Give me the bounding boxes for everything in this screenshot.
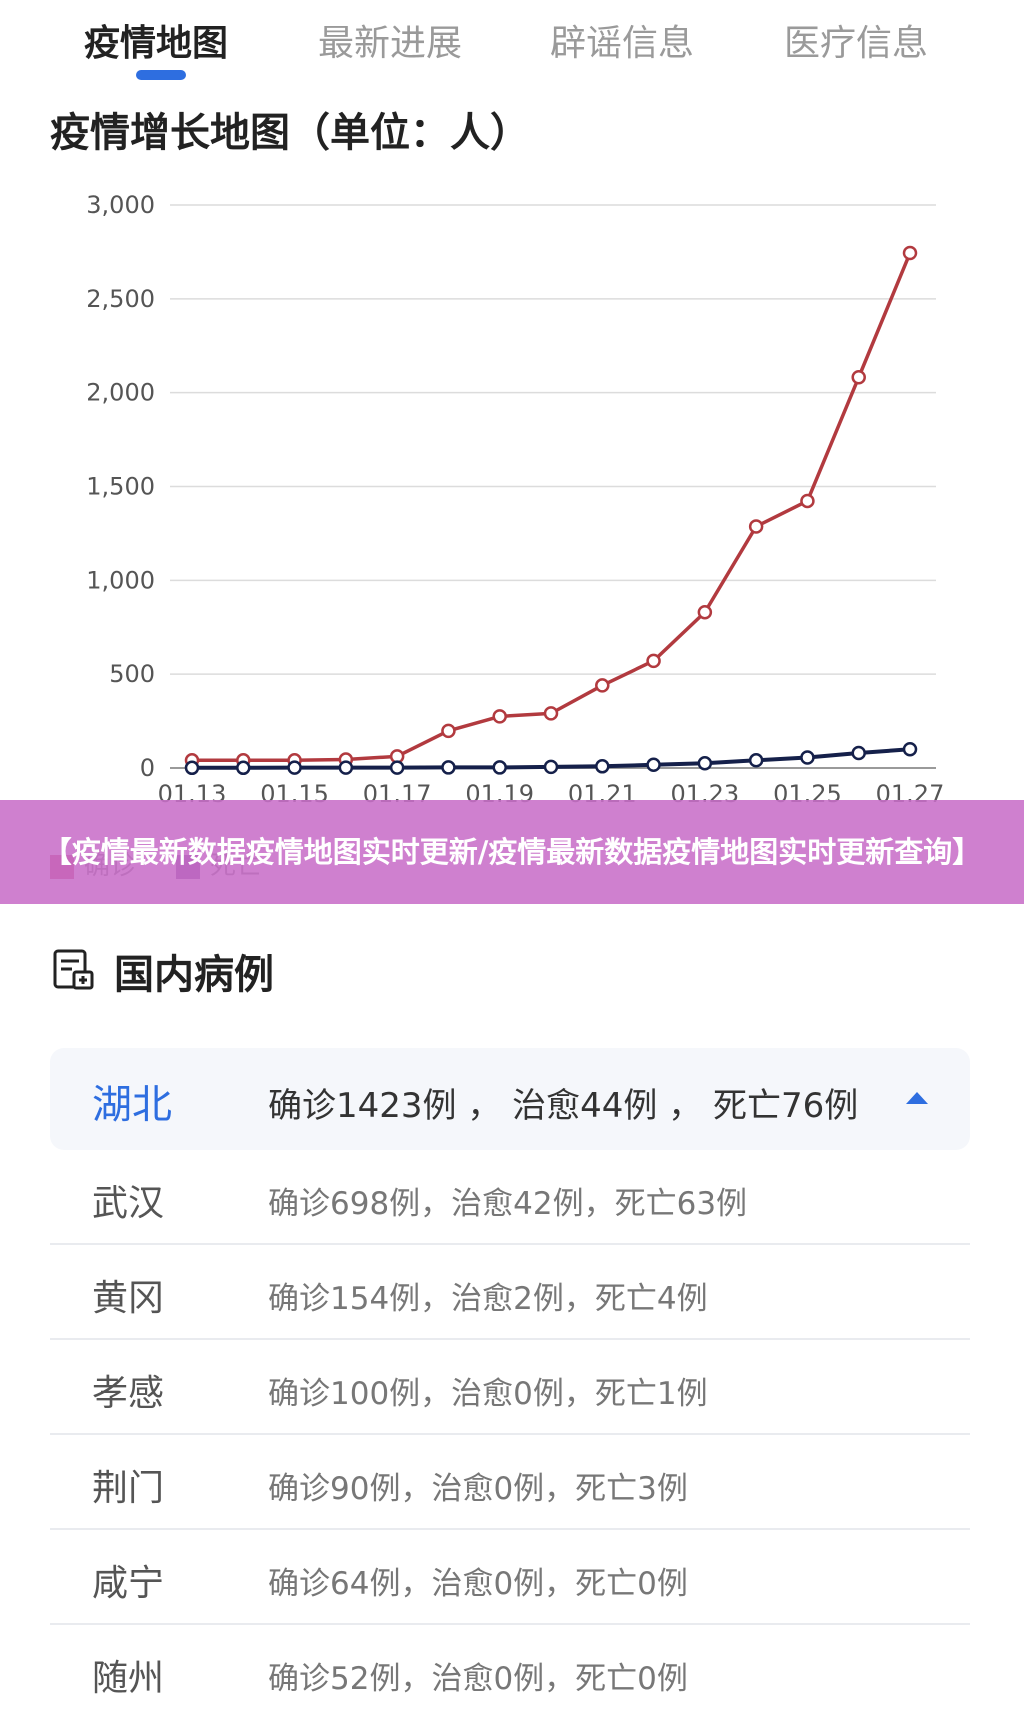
data-point-confirmed (492, 709, 507, 724)
data-point-deaths (287, 760, 302, 775)
tab-bar: 疫情地图 最新进展 辟谣信息 医疗信息 (0, 0, 1024, 92)
data-point-deaths (236, 760, 251, 776)
data-point-deaths (492, 760, 507, 775)
city-stats: 确诊698例，治愈42例，死亡63例 (268, 1186, 748, 1222)
data-point-deaths (851, 745, 866, 761)
data-point-deaths (902, 741, 918, 757)
data-point-confirmed (748, 519, 764, 534)
city-stats: 确诊100例，治愈0例，死亡1例 (268, 1376, 708, 1412)
data-point-deaths (646, 757, 661, 773)
active-tab-indicator (136, 70, 186, 80)
data-point-deaths (184, 760, 200, 776)
city-name: 黄冈 (92, 1278, 165, 1319)
table-row: 武汉 确诊698例，治愈42例，死亡63例 (50, 1150, 970, 1245)
data-point-deaths (338, 760, 354, 775)
data-point-deaths (697, 756, 713, 771)
y-tick-label: 3,000 (86, 191, 155, 219)
data-point-deaths (800, 750, 815, 765)
data-point-deaths (595, 759, 610, 774)
chart-title: 疫情增长地图（单位：人） (50, 110, 530, 156)
data-point-confirmed (646, 653, 661, 669)
y-tick-label: 1,000 (86, 566, 155, 594)
province-row-hubei[interactable]: 湖北 确诊1423例 ， 治愈44例 ， 死亡76例 (50, 1048, 970, 1150)
data-point-deaths (543, 759, 559, 775)
city-name: 孝感 (92, 1373, 165, 1414)
tab-rumor-debunk[interactable]: 辟谣信息 (550, 23, 695, 64)
data-point-confirmed (441, 723, 456, 739)
city-stats: 确诊154例，治愈2例，死亡4例 (268, 1281, 708, 1317)
province-stats: 确诊1423例 ， 治愈44例 ， 死亡76例 (268, 1086, 859, 1126)
data-point-deaths (748, 753, 764, 768)
series-line-confirmed (192, 252, 912, 763)
city-name: 武汉 (92, 1183, 165, 1224)
city-name: 荆门 (92, 1468, 165, 1509)
table-row: 随州 确诊52例，治愈0例，死亡0例 (50, 1625, 970, 1718)
y-tick-label: 0 (140, 754, 155, 782)
section-title: 国内病例 (114, 952, 274, 998)
banner-text: 【疫情最新数据疫情地图实时更新/疫情最新数据疫情地图实时更新查询】 (42, 835, 982, 869)
title-banner: 【疫情最新数据疫情地图实时更新/疫情最新数据疫情地图实时更新查询】 (0, 800, 1024, 904)
city-name: 咸宁 (92, 1563, 165, 1604)
table-row: 孝感 确诊100例，治愈0例，死亡1例 (50, 1340, 970, 1435)
city-stats: 确诊64例，治愈0例，死亡0例 (268, 1566, 688, 1602)
city-name: 随州 (92, 1658, 165, 1699)
data-point-confirmed (851, 370, 866, 385)
city-stats: 确诊52例，治愈0例，死亡0例 (268, 1661, 688, 1697)
y-tick-label: 2,500 (86, 285, 155, 313)
city-stats: 确诊90例，治愈0例，死亡3例 (268, 1471, 688, 1507)
case-report-icon (53, 949, 94, 990)
data-point-deaths (441, 760, 456, 775)
data-point-confirmed (595, 678, 610, 693)
data-point-confirmed (902, 245, 918, 261)
tab-epidemic-map[interactable]: 疫情地图 (84, 23, 229, 64)
collapse-caret-icon[interactable] (906, 1092, 928, 1104)
y-tick-label: 1,500 (86, 473, 155, 501)
cases-table: 湖北 确诊1423例 ， 治愈44例 ， 死亡76例 武汉 确诊698例，治愈4… (50, 1048, 970, 1718)
data-point-confirmed (800, 493, 815, 509)
tab-medical-info[interactable]: 医疗信息 (784, 23, 929, 64)
tab-latest-progress[interactable]: 最新进展 (318, 23, 463, 64)
data-point-confirmed (697, 604, 713, 620)
y-tick-label: 500 (109, 660, 155, 688)
data-point-confirmed (543, 706, 559, 721)
province-name: 湖北 (92, 1082, 172, 1128)
table-row: 荆门 确诊90例，治愈0例，死亡3例 (50, 1435, 970, 1530)
table-row: 黄冈 确诊154例，治愈2例，死亡4例 (50, 1245, 970, 1340)
y-tick-label: 2,000 (86, 379, 155, 407)
table-row: 咸宁 确诊64例，治愈0例，死亡0例 (50, 1530, 970, 1625)
data-point-deaths (389, 760, 405, 775)
